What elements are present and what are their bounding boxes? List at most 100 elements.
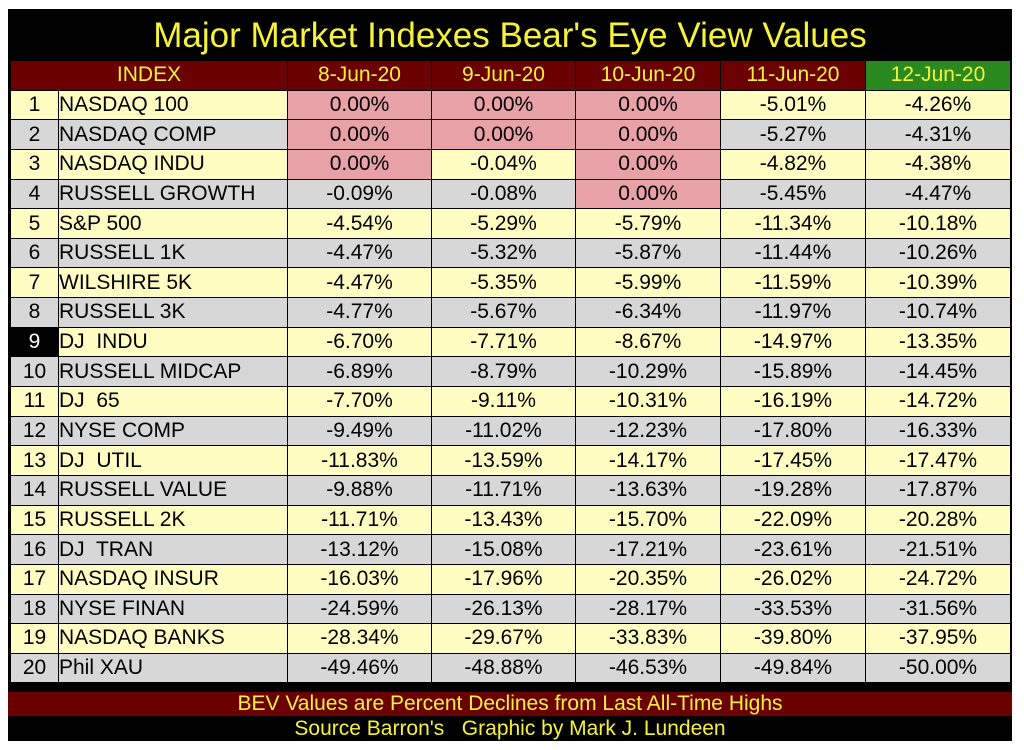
table-row: 8 RUSSELL 3K -4.77% -5.67% -6.34% -11.97% -10.… [10,297,1011,328]
header-row: INDEX 8-Jun-20 9-Jun-20 10-Jun-20 11-Jun… [10,60,1011,91]
bev-value-cell: -10.74% [865,297,1011,328]
column-header-latest: 12-Jun-20 [865,60,1011,91]
table-row: 5 S&P 500 -4.54% -5.29% -5.79% -11.34% -10.18% [10,208,1011,239]
bev-value-cell: 0.00% [287,119,432,150]
row-number: 19 [10,623,59,654]
bev-value-cell: -16.03% [287,563,432,595]
bev-value-cell: -16.19% [720,386,866,417]
row-number: 6 [10,237,59,269]
table-row: 6 RUSSELL 1K -4.47% -5.32% -5.87% -11.44% -10.… [10,237,1011,269]
table-row: 13 DJ UTIL -11.83% -13.59% -14.17% -17.45% -17… [10,445,1011,476]
index-name: S&P 500 [58,208,288,239]
bev-value-cell: -15.70% [575,504,721,536]
bev-value-cell: -5.67% [431,297,576,328]
bev-value-cell: -46.53% [575,652,721,684]
bev-value-cell: -19.28% [720,474,866,506]
bev-value-cell: -5.99% [575,267,721,299]
bev-value-cell: -23.61% [720,534,866,565]
table-row: 16 DJ TRAN -13.12% -15.08% -17.21% -23.61% -21… [10,534,1011,565]
bev-value-cell: -14.45% [865,356,1011,388]
bev-value-cell: -11.97% [720,297,866,328]
bev-value-cell: -21.51% [865,534,1011,565]
bev-value-cell: -31.56% [865,593,1011,625]
row-number: 12 [10,415,59,447]
index-name: RUSSELL 3K [58,297,288,328]
bev-value-cell: -33.83% [575,623,721,654]
bev-value-cell: -14.97% [720,326,866,358]
bev-value-cell: -6.89% [287,356,432,388]
row-number: 5 [10,208,59,239]
bev-value-cell: -6.34% [575,297,721,328]
index-name: RUSSELL GROWTH [58,178,288,210]
bev-value-cell: -17.87% [865,474,1011,506]
bev-value-cell: -26.13% [431,593,576,625]
bev-value-cell: 0.00% [575,89,721,121]
row-number: 7 [10,267,59,299]
bev-value-cell: -9.88% [287,474,432,506]
bev-value-cell: 0.00% [575,119,721,150]
row-number: 10 [10,356,59,388]
index-name: RUSSELL MIDCAP [58,356,288,388]
bev-value-cell: -5.45% [720,178,866,210]
index-name: DJ UTIL [58,445,288,476]
table-row: 1 NASDAQ 100 0.00% 0.00% 0.00% -5.01% -4.26% [10,89,1011,121]
bev-value-cell: -29.67% [431,623,576,654]
column-header: 9-Jun-20 [431,60,576,91]
index-name: NYSE FINAN [58,593,288,625]
bev-value-cell: -8.67% [575,326,721,358]
bev-value-cell: -13.35% [865,326,1011,358]
table-row: 18 NYSE FINAN -24.59% -26.13% -28.17% -33.53%… [10,593,1011,625]
bev-value-cell: -6.70% [287,326,432,358]
row-number: 3 [10,148,59,180]
bev-value-cell: -11.71% [287,504,432,536]
row-number: 1 [10,89,59,121]
row-number: 15 [10,504,59,536]
column-header: INDEX [10,60,288,91]
bev-value-cell: -20.35% [575,563,721,595]
bev-value-cell: -4.47% [287,237,432,269]
bev-value-cell: -5.87% [575,237,721,269]
column-header: 10-Jun-20 [575,60,721,91]
row-number: 13 [10,445,59,476]
row-number: 8 [10,297,59,328]
bev-value-cell: -28.17% [575,593,721,625]
bev-value-cell: -10.31% [575,386,721,417]
bev-value-cell: -9.11% [431,386,576,417]
bev-value-cell: -37.95% [865,623,1011,654]
bev-value-cell: -17.96% [431,563,576,595]
index-name: RUSSELL VALUE [58,474,288,506]
column-header: 11-Jun-20 [720,60,866,91]
bev-value-cell: -4.38% [865,148,1011,180]
bev-value-cell: -5.01% [720,89,866,121]
bev-value-cell: -5.35% [431,267,576,299]
row-number: 11 [10,386,59,417]
bev-value-cell: -5.29% [431,208,576,239]
bev-value-cell: -4.26% [865,89,1011,121]
row-number: 16 [10,534,59,565]
index-name: DJ 65 [58,386,288,417]
bev-value-cell: -4.82% [720,148,866,180]
bev-value-cell: 0.00% [431,119,576,150]
bev-value-cell: -11.71% [431,474,576,506]
bev-value-cell: -39.80% [720,623,866,654]
table-row: 9 DJ INDU -6.70% -7.71% -8.67% -14.97% -13.35% [10,326,1011,358]
footnote: BEV Values are Percent Declines from Las… [8,692,1012,716]
bev-value-cell: -22.09% [720,504,866,536]
table-row: 11 DJ 65 -7.70% -9.11% -10.31% -16.19% -14.72% [10,386,1011,417]
bev-value-cell: -4.77% [287,297,432,328]
index-name: WILSHIRE 5K [58,267,288,299]
bev-value-cell: -4.31% [865,119,1011,150]
table-row: 17 NASDAQ INSUR -16.03% -17.96% -20.35% -26.0… [10,563,1011,595]
table-row: 3 NASDAQ INDU 0.00% -0.04% 0.00% -4.82% -4.38% [10,148,1011,180]
bev-value-cell: -7.71% [431,326,576,358]
bev-value-cell: -15.08% [431,534,576,565]
bev-value-cell: -13.43% [431,504,576,536]
bev-value-cell: -33.53% [720,593,866,625]
row-number: 4 [10,178,59,210]
table-row: 7 WILSHIRE 5K -4.47% -5.35% -5.99% -11.59% -10… [10,267,1011,299]
bev-value-cell: -11.83% [287,445,432,476]
bev-value-cell: -5.27% [720,119,866,150]
row-number: 20 [10,652,59,684]
row-number: 18 [10,593,59,625]
index-name: NASDAQ INSUR [58,563,288,595]
